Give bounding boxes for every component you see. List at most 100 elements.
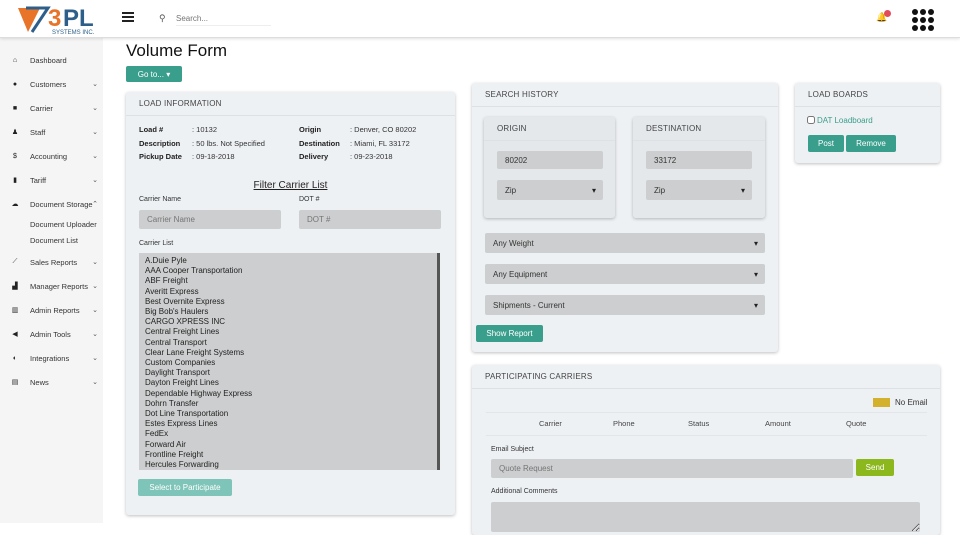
search-icon: ⚲: [159, 13, 166, 23]
no-email-swatch: [873, 398, 890, 407]
carrier-option[interactable]: Dayton Freight Lines: [145, 378, 219, 388]
menu-toggle-icon[interactable]: [122, 12, 134, 22]
sidebar-item-dashboard[interactable]: ⌂ Dashboard: [0, 52, 103, 68]
carrier-option[interactable]: FedEx: [145, 429, 169, 439]
carrier-option[interactable]: Big Bob's Haulers: [145, 307, 209, 317]
card-title: SEARCH HISTORY: [472, 83, 778, 107]
carrier-option[interactable]: Dependable Highway Express: [145, 388, 253, 398]
carrier-list[interactable]: A.Duie Pyle AAA Cooper Transportation ABF …: [139, 253, 440, 470]
carrier-option[interactable]: Dohrn Transfer: [145, 398, 199, 408]
chevron-icon: ⌄: [92, 331, 98, 338]
truck-icon: ■: [12, 104, 18, 112]
weight-select[interactable]: Any Weight: [485, 233, 765, 253]
chevron-icon: ⌄: [92, 307, 98, 314]
carrier-option[interactable]: Clear Lane Freight Systems: [145, 347, 245, 357]
equipment-value: Any Equipment: [493, 269, 548, 279]
carrier-list-label: Carrier List: [139, 240, 174, 247]
field-value: : 10132: [192, 125, 218, 134]
additional-comments-textarea[interactable]: [491, 502, 920, 532]
origin-type-select[interactable]: Zip: [497, 180, 603, 200]
carrier-option[interactable]: Averitt Express: [145, 286, 199, 296]
carrier-option[interactable]: Best Overnite Express: [145, 296, 225, 306]
load-field: Origin: Denver, CO 80202: [299, 125, 416, 134]
carrier-name-input[interactable]: [139, 210, 281, 229]
equipment-select[interactable]: Any Equipment: [485, 264, 765, 284]
weight-value: Any Weight: [493, 238, 534, 248]
carrier-option[interactable]: Hercules Forwarding: [145, 460, 219, 470]
carrier-option[interactable]: ABF Freight: [145, 276, 188, 286]
carrier-option[interactable]: Central Freight Lines: [145, 327, 220, 337]
post-button[interactable]: Post: [808, 135, 844, 152]
field-label: Delivery: [299, 152, 329, 161]
chevron-icon: ⌄: [92, 129, 98, 136]
bell-icon[interactable]: 🔔: [876, 12, 888, 22]
chevron-icon: ⌄: [92, 177, 98, 184]
bullhorn-icon: ◀: [12, 331, 18, 338]
dat-loadboard-checkbox[interactable]: [807, 116, 815, 124]
sidebar-item-label: Sales Reports: [30, 257, 78, 267]
sidebar-item-admin-reports[interactable]: ▥ Admin Reports ⌄: [0, 302, 103, 318]
dat-loadboard-label[interactable]: DAT Loadboard: [817, 116, 873, 125]
origin-title: ORIGIN: [484, 117, 615, 141]
sidebar-item-manager-reports[interactable]: ▟ Manager Reports ⌄: [0, 278, 103, 294]
sidebar-item-label: Manager Reports: [30, 281, 88, 291]
carrier-option[interactable]: Central Transport: [145, 337, 207, 347]
sidebar-subitem[interactable]: Document Uploader: [30, 220, 97, 229]
send-button[interactable]: Send: [856, 459, 894, 476]
destination-type-select[interactable]: Zip: [646, 180, 752, 200]
sidebar-subitem[interactable]: Document List: [30, 236, 78, 245]
filter-title: Filter Carrier List: [253, 180, 328, 191]
column-phone: Phone: [613, 419, 635, 428]
shipments-select[interactable]: Shipments - Current: [485, 295, 765, 315]
sidebar-item-staff[interactable]: ♟ Staff ⌄: [0, 124, 103, 140]
sidebar-item-tariff[interactable]: ▮ Tariff ⌄: [0, 172, 103, 188]
bar-chart-icon: ▥: [11, 307, 19, 314]
carrier-option[interactable]: Estes Express Lines: [145, 419, 218, 429]
show-report-button[interactable]: Show Report: [476, 325, 543, 342]
carrier-option[interactable]: Frontline Freight: [145, 449, 204, 459]
destination-zip-input[interactable]: 33172: [646, 151, 752, 169]
email-subject-input[interactable]: [491, 459, 853, 478]
carrier-option[interactable]: Dot Line Transportation: [145, 409, 229, 419]
newspaper-icon: ▤: [11, 379, 19, 386]
carrier-option[interactable]: Custom Companies: [145, 358, 216, 368]
sidebar-item-news[interactable]: ▤ News ⌄: [0, 374, 103, 390]
sidebar-item-integrations[interactable]: ◐ Integrations ⌄: [0, 350, 103, 366]
carrier-option[interactable]: A.Duie Pyle: [145, 256, 187, 265]
sidebar-item-label: Customers: [30, 79, 67, 89]
field-label: Description: [139, 138, 181, 148]
sidebar-item-customers[interactable]: ● Customers ⌄: [0, 76, 103, 92]
chevron-icon: ⌄: [92, 355, 98, 362]
field-value: : Miami, FL 33172: [350, 138, 410, 148]
goto-dropdown-button[interactable]: Go to... ▾: [126, 66, 182, 82]
load-field: Load #: 10132: [139, 125, 217, 134]
carrier-option[interactable]: Daylight Transport: [145, 368, 210, 378]
home-icon: ⌂: [12, 56, 18, 64]
carrier-name-label: Carrier Name: [139, 196, 182, 203]
field-label: Pickup Date: [139, 152, 182, 161]
chevron-icon: ⌄: [92, 105, 98, 112]
remove-button[interactable]: Remove: [846, 135, 896, 152]
origin-zip-input[interactable]: 80202: [497, 151, 603, 169]
sidebar-item-label: Tariff: [30, 175, 47, 185]
sidebar-item-document-storage[interactable]: ☁ Document Storage ⌃: [0, 196, 103, 212]
sidebar-item-accounting[interactable]: $ Accounting ⌄: [0, 148, 103, 164]
carrier-option[interactable]: AAA Cooper Transportation: [145, 266, 243, 276]
apps-grid-icon[interactable]: [912, 9, 934, 31]
users-icon: ●: [12, 80, 18, 88]
dot-input[interactable]: [299, 210, 441, 229]
sidebar-item-sales-reports[interactable]: ⟋ Sales Reports ⌄: [0, 254, 103, 270]
carrier-option[interactable]: Forward Air: [145, 439, 186, 449]
carriers-table-header: [486, 412, 927, 436]
no-email-legend: No Email: [895, 398, 928, 407]
select-to-participate-button[interactable]: Select to Participate: [138, 479, 232, 496]
destination-type-value: Zip: [654, 185, 666, 195]
sidebar-item-carrier[interactable]: ■ Carrier ⌄: [0, 100, 103, 116]
load-field: Description: 50 lbs. Not Specified: [139, 139, 265, 148]
destination-title: DESTINATION: [633, 117, 765, 141]
search-input[interactable]: [176, 11, 271, 26]
sidebar-item-admin-tools[interactable]: ◀ Admin Tools ⌄: [0, 326, 103, 342]
carrier-option[interactable]: CARGO XPRESS INC: [145, 317, 226, 327]
origin-type-value: Zip: [505, 185, 517, 195]
shipments-value: Shipments - Current: [493, 300, 565, 310]
